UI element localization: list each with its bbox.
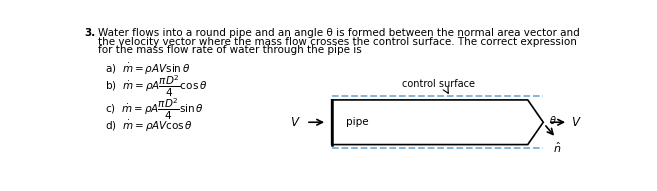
Text: Water flows into a round pipe and an angle θ is formed between the normal area v: Water flows into a round pipe and an ang… [98,28,579,38]
Text: 3.: 3. [85,28,96,38]
Text: d)  $\dot{m} = \rho AV\cos\theta$: d) $\dot{m} = \rho AV\cos\theta$ [105,118,194,134]
Text: control surface: control surface [402,79,475,89]
Text: for the mass flow rate of water through the pipe is: for the mass flow rate of water through … [98,45,361,55]
Text: b)  $\dot{m} = \rho A\dfrac{\pi D^2}{4}\cos\theta$: b) $\dot{m} = \rho A\dfrac{\pi D^2}{4}\c… [105,74,208,99]
Text: c)  $\dot{m} = \rho A\dfrac{\pi D^2}{4}\sin\theta$: c) $\dot{m} = \rho A\dfrac{\pi D^2}{4}\s… [105,97,204,122]
Polygon shape [332,100,543,145]
Text: pipe: pipe [346,117,369,127]
Text: $\theta$: $\theta$ [549,114,556,126]
Text: $\mathbf{\mathit{V}}$: $\mathbf{\mathit{V}}$ [290,116,301,129]
Text: $\mathbf{\mathit{V}}$: $\mathbf{\mathit{V}}$ [571,116,582,129]
Text: the velocity vector where the mass flow crosses the control surface. The correct: the velocity vector where the mass flow … [98,37,576,47]
Text: a)  $\dot{m} = \rho AV\sin\theta$: a) $\dot{m} = \rho AV\sin\theta$ [105,62,191,77]
Text: $\hat{n}$: $\hat{n}$ [553,140,561,155]
